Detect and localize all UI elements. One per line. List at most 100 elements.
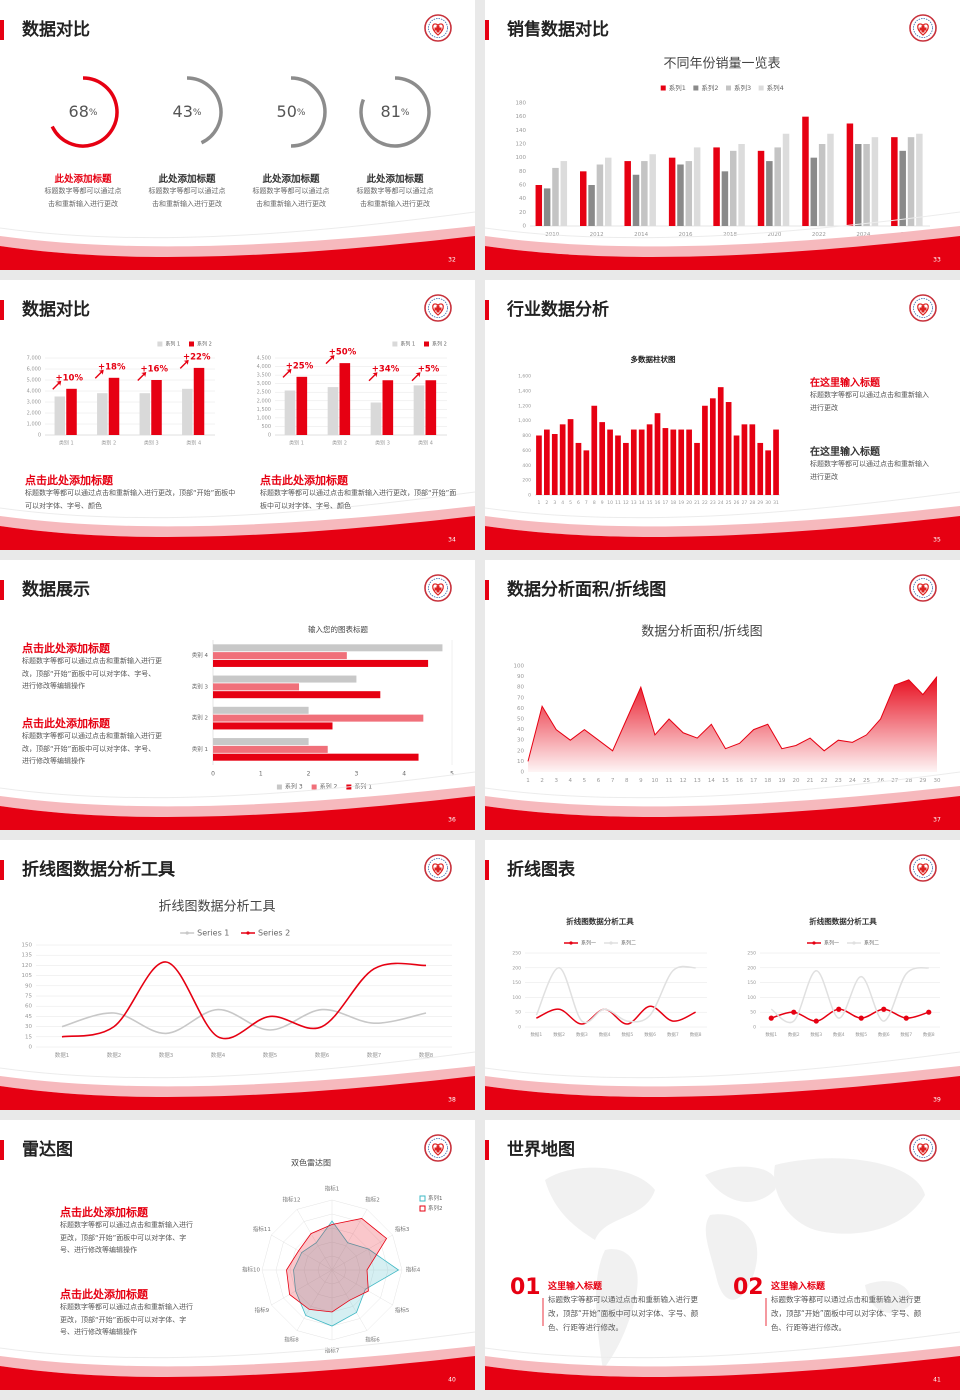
ring-unit: %	[193, 108, 202, 118]
annotation: +34%	[372, 365, 400, 375]
legend-swatch	[419, 1195, 426, 1202]
bar	[717, 387, 724, 495]
ring-number: 50	[277, 102, 297, 121]
bar	[567, 419, 574, 495]
logo-cross	[919, 25, 927, 33]
y-tick-label: 160	[516, 114, 527, 120]
y-tick-label: 400	[522, 463, 531, 469]
ring-heading: 此处添加标题	[366, 174, 424, 185]
ring-number: 68	[69, 102, 89, 121]
slide: 折线图表 折线图数据分析工具 系列一 系列二 0 50 100 150 200 250 数据1 数据2…	[485, 840, 960, 1110]
legend-swatch-dot	[185, 931, 189, 935]
x-tick-label: 17	[750, 778, 757, 784]
chart-title: 折线图数据分析工具	[809, 916, 877, 926]
logo-inner	[428, 578, 448, 598]
chart-title: 不同年份销量一览表	[663, 56, 780, 72]
x-tick-label: 类别 1	[59, 440, 74, 447]
wave-line	[485, 491, 960, 519]
bar	[818, 144, 826, 226]
block-text: 标题数字等都可以通过点击和重新输入进行更改，顶部“开始”面板中可以对字体、字号、…	[60, 1303, 193, 1336]
radar-axis-label: 指标11	[253, 1225, 271, 1233]
y-tick-label: 1,200	[518, 403, 531, 409]
slide-title: 数据对比	[22, 299, 90, 320]
y-tick-label: 1,000	[518, 418, 531, 424]
bar	[213, 644, 443, 652]
bar	[649, 154, 656, 226]
x-tick-label: 数据2	[788, 1031, 800, 1038]
wave-light	[0, 1066, 475, 1098]
item-heading: 这里输入标题	[771, 1282, 826, 1292]
block-heading: 点击此处添加标题	[22, 642, 110, 655]
annotation-arrow	[137, 372, 147, 381]
x-tick-label: 2016	[679, 232, 693, 238]
slide-title: 折线图表	[507, 859, 576, 880]
x-tick-label: 25	[863, 778, 870, 784]
bar	[773, 429, 779, 495]
x-tick-label: 数据4	[599, 1031, 611, 1038]
page-number: 33	[933, 257, 941, 264]
y-tick-label: 5,000	[27, 378, 41, 384]
bar	[575, 442, 582, 495]
annotation-arrow	[325, 355, 335, 365]
wave-line	[485, 211, 960, 239]
radar-spoke	[331, 1269, 393, 1306]
bar	[213, 714, 424, 722]
y-tick-label: 250	[747, 951, 756, 957]
legend-label: 系列 2	[320, 783, 338, 791]
ring-text: 标题数字等都可以通过点击和重新输入进行更改	[148, 187, 226, 208]
y-tick-label: 800	[522, 433, 531, 439]
wave-red	[0, 516, 475, 550]
wave-red	[485, 1076, 960, 1110]
y-tick-label: 30	[517, 738, 524, 744]
x-tick-label: 数据2	[107, 1051, 122, 1059]
legend-label: Series 1	[197, 929, 229, 938]
legend-swatch	[157, 341, 163, 347]
logo-cross	[919, 1145, 927, 1153]
wave-red	[0, 1356, 475, 1390]
ring-number: 81	[381, 102, 401, 121]
x-tick-label: 11	[615, 500, 621, 506]
y-tick-label: 1,000	[27, 422, 41, 428]
y-tick-label: 4,000	[257, 364, 271, 370]
item-text: 标题数字等都可以通过点击和重新输入进行更改，顶部“开始”面板中可以对字体、字号、…	[548, 1295, 699, 1332]
y-tick-label: 100	[512, 995, 521, 1001]
chart-title: 多数据柱状图	[631, 354, 676, 364]
logo-inner	[428, 1138, 448, 1158]
x-tick-label: 数据6	[878, 1031, 890, 1038]
slide: 数据对比 系列 1 系列 2 0 1,000 2,000 3,000 4,000 5,000 6,…	[0, 280, 475, 550]
map-land	[705, 1166, 777, 1202]
y-tick-label: 0	[38, 433, 41, 439]
x-tick-label: 29	[757, 500, 763, 506]
block-text: 标题数字等都可以通过点击和重新输入进行更改，顶部“开始”面板中可以对字体、字号、…	[22, 732, 162, 765]
y-tick-label: 135	[22, 953, 33, 959]
x-tick-label: 18	[764, 778, 771, 784]
bar	[766, 161, 773, 226]
wave-light	[485, 506, 960, 538]
logo-cross	[919, 305, 927, 313]
x-tick-label: 10	[607, 500, 613, 506]
marker	[926, 1009, 932, 1015]
x-tick-label: 16	[736, 778, 743, 784]
slide-title: 数据展示	[22, 579, 90, 600]
legend-swatch-dot	[609, 941, 613, 945]
bar	[213, 675, 357, 683]
x-tick-label: 3	[354, 771, 358, 778]
logo-inner	[428, 858, 448, 878]
ring-heading: 此处添加标题	[54, 174, 112, 185]
map-land	[774, 1158, 925, 1234]
logo-cross	[919, 585, 927, 593]
slide: 销售数据对比 不同年份销量一览表 系列1 系列2 系列3 系列4 0 20 40 60 80 100 1…	[485, 0, 960, 270]
x-tick-label: 5	[450, 771, 454, 778]
y-tick-label: 0	[523, 224, 527, 230]
x-tick-label: 21	[694, 500, 700, 506]
x-tick-label: 13	[694, 778, 701, 784]
x-tick-label: 类别 3	[375, 440, 390, 447]
bar	[544, 429, 550, 495]
legend-swatch	[419, 1205, 426, 1212]
y-tick-label: 0	[29, 1045, 33, 1051]
wave-red	[0, 1076, 475, 1110]
x-tick-label: 6	[577, 500, 580, 506]
bar	[810, 157, 818, 226]
bar	[668, 157, 676, 226]
